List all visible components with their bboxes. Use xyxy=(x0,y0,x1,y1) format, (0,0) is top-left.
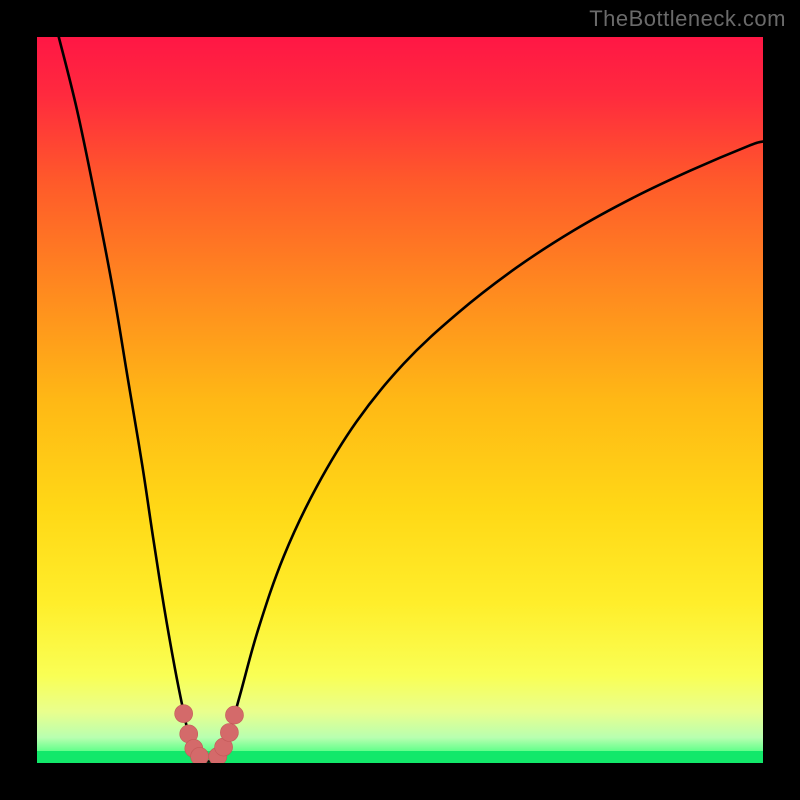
watermark-text: TheBottleneck.com xyxy=(589,6,786,32)
dip-marker xyxy=(175,705,193,723)
dip-markers xyxy=(37,37,763,763)
dip-marker xyxy=(220,724,238,742)
dip-marker xyxy=(225,706,243,724)
canvas: TheBottleneck.com xyxy=(0,0,800,800)
plot-frame xyxy=(37,37,763,763)
dip-marker xyxy=(191,747,209,763)
plot-area xyxy=(37,37,763,763)
